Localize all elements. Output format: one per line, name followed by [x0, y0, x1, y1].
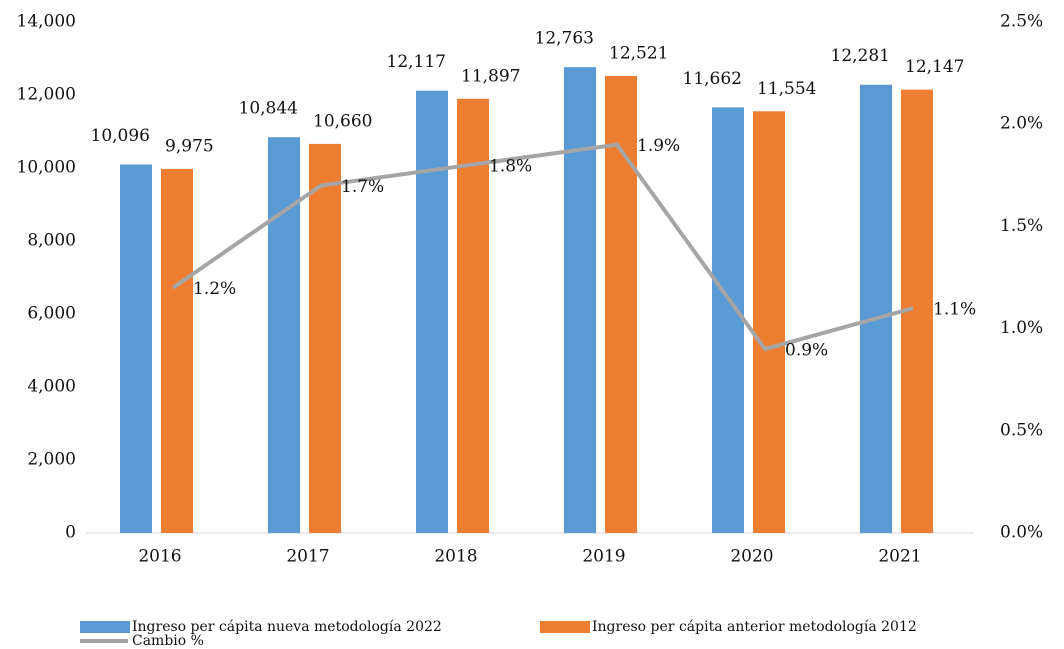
x-tick-label: 2021 — [878, 547, 921, 567]
bar — [564, 67, 596, 533]
y2-tick-label: 0.5% — [1000, 420, 1043, 440]
x-tick-label: 2018 — [434, 547, 477, 567]
x-tick-label: 2019 — [582, 547, 625, 567]
data-label: 1.1% — [933, 300, 976, 320]
data-label: 1.2% — [193, 279, 236, 299]
y-tick-label: 4,000 — [27, 377, 76, 397]
y2-tick-label: 2.0% — [1000, 114, 1043, 134]
data-label: 10,844 — [239, 99, 298, 119]
bar — [416, 90, 448, 534]
data-label: 12,763 — [535, 29, 594, 49]
bar — [753, 111, 785, 534]
bar — [860, 84, 892, 533]
y2-tick-label: 0.0% — [1000, 523, 1043, 543]
legend-swatch — [540, 621, 590, 633]
data-label: 12,521 — [609, 43, 668, 63]
data-label: 12,147 — [905, 57, 964, 77]
data-label: 0.9% — [785, 341, 828, 361]
y-tick-label: 12,000 — [17, 85, 76, 105]
data-label: 12,281 — [831, 46, 890, 66]
data-label: 9,975 — [165, 136, 214, 156]
y2-tick-label: 2.5% — [1000, 12, 1043, 32]
legend-label: Cambio % — [132, 633, 204, 649]
y-tick-label: 2,000 — [27, 450, 76, 470]
bar — [457, 98, 489, 534]
x-tick-label: 2017 — [286, 547, 329, 567]
y2-tick-label: 1.0% — [1000, 318, 1043, 338]
y-tick-label: 14,000 — [17, 12, 76, 32]
data-label: 10,096 — [91, 126, 150, 146]
data-label: 1.8% — [489, 157, 532, 177]
bar — [309, 143, 341, 533]
data-label: 10,660 — [313, 111, 372, 131]
x-tick-label: 2020 — [730, 547, 773, 567]
legend-swatch — [80, 621, 130, 633]
data-label: 12,117 — [387, 52, 446, 72]
bar — [161, 168, 193, 533]
data-label: 11,662 — [683, 69, 742, 89]
line — [171, 142, 914, 352]
y-tick-label: 0 — [65, 523, 76, 543]
legend-label: Ingreso per cápita nueva metodología 202… — [132, 619, 442, 635]
legend-label: Ingreso per cápita anterior metodología … — [592, 619, 917, 635]
data-label: 11,554 — [757, 79, 816, 99]
y-tick-label: 6,000 — [27, 304, 76, 324]
bar — [712, 107, 744, 533]
y-tick-label: 8,000 — [27, 231, 76, 251]
data-label: 1.7% — [341, 177, 384, 197]
data-label: 1.9% — [637, 136, 680, 156]
x-tick-label: 2016 — [138, 547, 181, 567]
y-tick-label: 10,000 — [17, 158, 76, 178]
bar — [268, 137, 300, 533]
data-label: 11,897 — [461, 66, 520, 86]
bar — [120, 164, 152, 533]
y2-tick-label: 1.5% — [1000, 216, 1043, 236]
